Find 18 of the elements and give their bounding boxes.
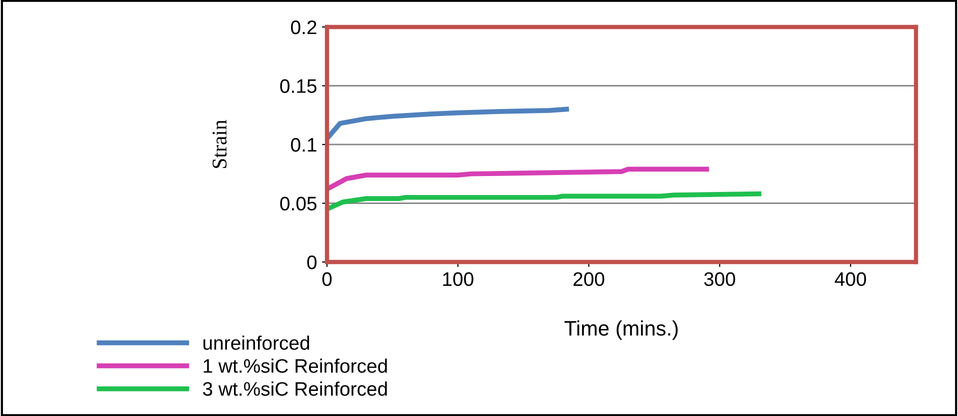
line-series: [327, 166, 710, 192]
y-tick-label: 0.1: [291, 138, 316, 152]
y-tick-label: 0: [307, 255, 317, 270]
x-tick-label: 200: [574, 272, 604, 286]
line-series: [327, 191, 762, 212]
x-tick-label: 100: [443, 272, 474, 286]
legend-label: unreinforced: [203, 336, 310, 350]
x-tick-label: 0: [322, 272, 332, 286]
x-axis-title: Time (mins.): [564, 320, 678, 340]
legend-label: 3 wt.%siC Reinforced: [202, 382, 387, 396]
y-tick-label: 0.15: [280, 79, 316, 93]
legend-label: 1 wt.%siC Reinforced: [204, 358, 387, 373]
x-tick-label: 400: [834, 272, 866, 286]
y-tick-label: 0.2: [291, 20, 316, 34]
line-series: [327, 106, 569, 142]
y-tick-label: 0.05: [280, 196, 316, 210]
y-axis-title: Strain: [212, 120, 227, 168]
x-tick-label: 300: [704, 272, 736, 286]
